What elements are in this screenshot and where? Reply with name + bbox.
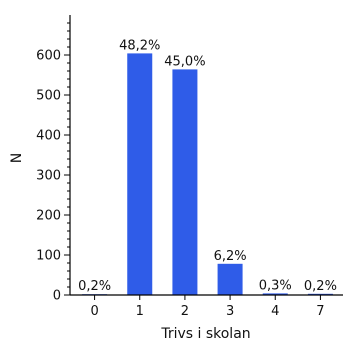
y-axis-title: N — [9, 153, 25, 163]
x-axis-title: Trivs i skolan — [160, 326, 250, 342]
x-tick-label-4: 4 — [271, 304, 279, 319]
x-tick-label-2: 2 — [181, 304, 189, 319]
y-tick-label-0: 0 — [53, 289, 61, 304]
bars — [82, 53, 333, 296]
bar-value-label-3: 6,2% — [214, 249, 247, 264]
y-tick-label-200: 200 — [36, 209, 61, 224]
x-tick-label-7: 7 — [316, 304, 324, 319]
y-tick-label-600: 600 — [36, 49, 61, 64]
bar-value-label-0: 0,2% — [78, 279, 111, 294]
x-tick-label-0: 0 — [90, 304, 98, 319]
bar-4 — [262, 293, 288, 295]
bar-value-label-7: 0,2% — [304, 279, 337, 294]
bar-2 — [172, 69, 198, 296]
y-tick-label-400: 400 — [36, 129, 61, 144]
bar-value-label-1: 48,2% — [119, 38, 160, 53]
y-tick-label-500: 500 — [36, 89, 61, 104]
x-tick-label-3: 3 — [226, 304, 234, 319]
bar-value-label-4: 0,3% — [259, 278, 292, 293]
axes: 0 1 2 3 4 7 0 100 200 300 400 500 600 — [36, 15, 343, 319]
bar-3 — [217, 263, 243, 295]
bar-1 — [127, 53, 153, 296]
x-tick-label-1: 1 — [136, 304, 144, 319]
bar-value-label-2: 45,0% — [164, 54, 205, 69]
y-tick-label-300: 300 — [36, 169, 61, 184]
y-tick-label-100: 100 — [36, 249, 61, 264]
bar-value-labels: 0,2% 48,2% 45,0% 6,2% 0,3% 0,2% — [78, 38, 337, 294]
